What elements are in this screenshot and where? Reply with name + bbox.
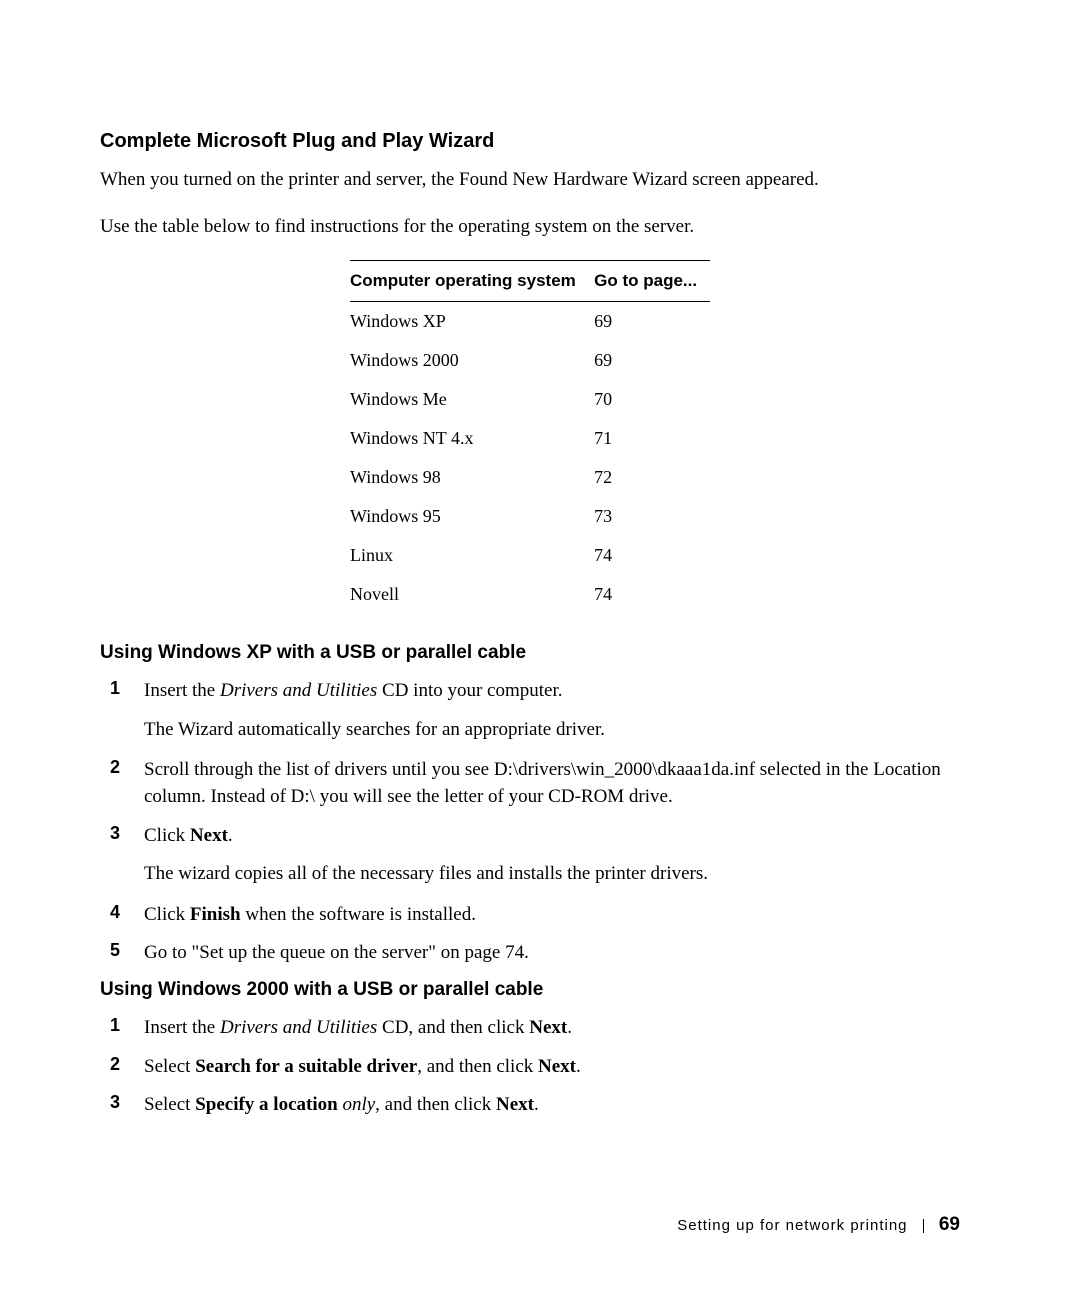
table-row: Windows 9573 — [350, 497, 710, 536]
heading-windows-xp: Using Windows XP with a USB or parallel … — [100, 642, 960, 664]
table-row: Windows 9872 — [350, 458, 710, 497]
table-row: Linux74 — [350, 536, 710, 575]
intro-para-2: Use the table below to find instructions… — [100, 214, 960, 241]
steps-windows-xp-cont: 2 Scroll through the list of drivers unt… — [100, 757, 960, 849]
step-number: 2 — [100, 1054, 144, 1081]
step-text: Select Search for a suitable driver, and… — [144, 1054, 960, 1081]
step-number: 3 — [100, 1092, 144, 1119]
table-row: Windows 200069 — [350, 341, 710, 380]
step-text: Click Finish when the software is instal… — [144, 902, 960, 929]
table-row: Novell74 — [350, 575, 710, 614]
step-subtext: The wizard copies all of the necessary f… — [144, 861, 960, 888]
table-row: Windows XP69 — [350, 302, 710, 342]
os-table-wrapper: Computer operating system Go to page... … — [350, 260, 710, 614]
os-table: Computer operating system Go to page... … — [350, 260, 710, 614]
step-text: Select Specify a location only, and then… — [144, 1092, 960, 1119]
document-page: Complete Microsoft Plug and Play Wizard … — [0, 0, 1080, 1296]
steps-windows-xp-cont2: 4 Click Finish when the software is inst… — [100, 902, 960, 967]
footer-divider — [923, 1219, 924, 1233]
step-text: Scroll through the list of drivers until… — [144, 757, 960, 810]
step-subtext: The Wizard automatically searches for an… — [144, 717, 960, 744]
footer-page-number: 69 — [939, 1214, 960, 1235]
step-text: Insert the Drivers and Utilities CD, and… — [144, 1015, 960, 1042]
col-header-os: Computer operating system — [350, 261, 594, 302]
step-number: 1 — [100, 1015, 144, 1042]
step-number: 2 — [100, 757, 144, 810]
steps-windows-2000: 1 Insert the Drivers and Utilities CD, a… — [100, 1015, 960, 1119]
col-header-page: Go to page... — [594, 261, 710, 302]
table-row: Windows Me70 — [350, 380, 710, 419]
footer-section: Setting up for network printing — [677, 1217, 907, 1234]
page-footer: Setting up for network printing 69 — [677, 1214, 960, 1236]
step-text: Insert the Drivers and Utilities CD into… — [144, 678, 960, 705]
step-number: 3 — [100, 823, 144, 850]
table-row: Windows NT 4.x71 — [350, 419, 710, 458]
step-number: 4 — [100, 902, 144, 929]
step-number: 1 — [100, 678, 144, 705]
step-number: 5 — [100, 940, 144, 967]
heading-plug-play: Complete Microsoft Plug and Play Wizard — [100, 130, 960, 153]
intro-para-1: When you turned on the printer and serve… — [100, 167, 960, 194]
step-text: Go to "Set up the queue on the server" o… — [144, 940, 960, 967]
step-text: Click Next. — [144, 823, 960, 850]
heading-windows-2000: Using Windows 2000 with a USB or paralle… — [100, 979, 960, 1001]
steps-windows-xp: 1 Insert the Drivers and Utilities CD in… — [100, 678, 960, 705]
